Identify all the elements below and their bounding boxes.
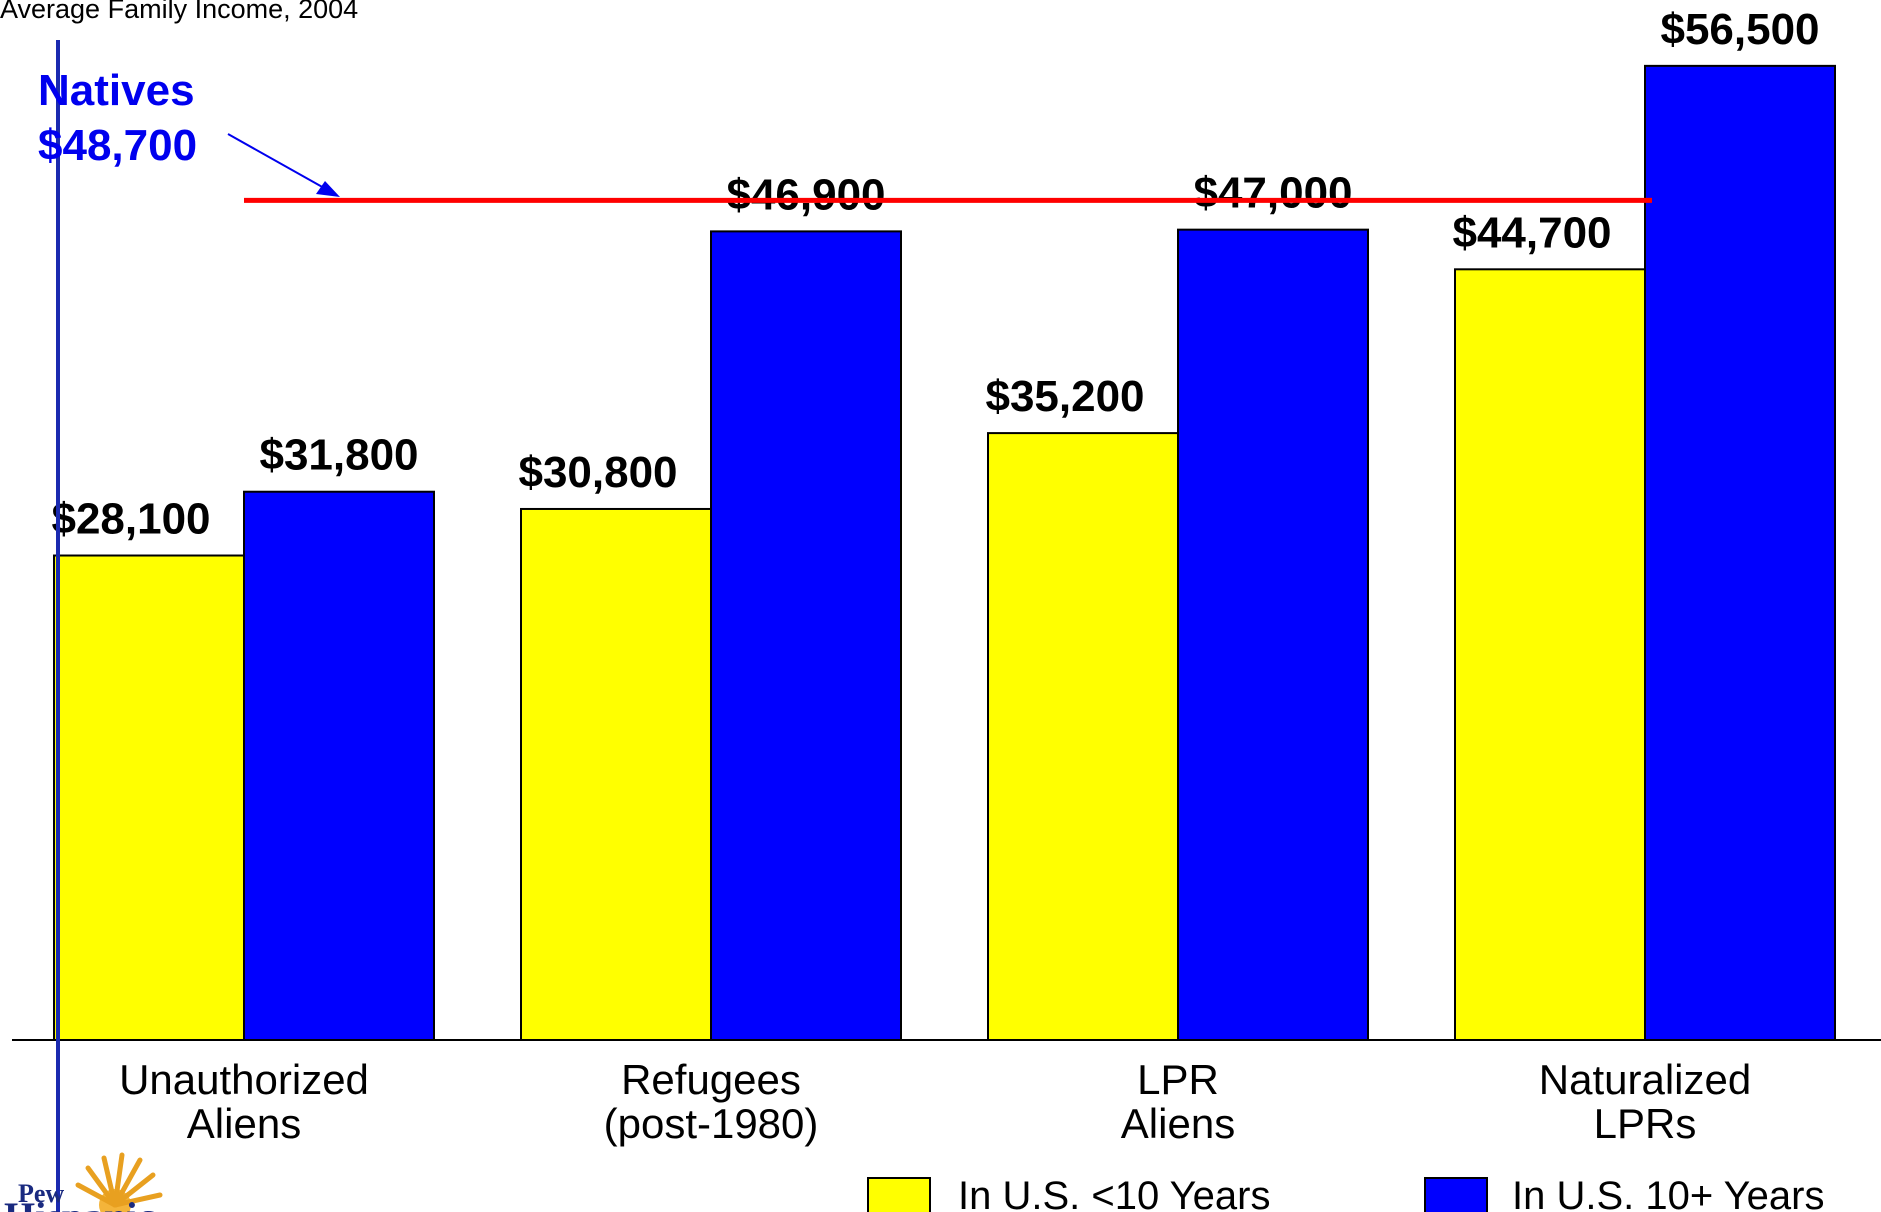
category-label-1-line-1: (post-1980) <box>604 1100 819 1147</box>
legend-label-under-10: In U.S. <10 Years <box>958 1174 1270 1212</box>
natives-arrow-head <box>316 181 340 197</box>
bar-2-series-1 <box>1177 228 1369 1042</box>
value-label-1-series-0: $30,800 <box>518 448 677 497</box>
legend: In U.S. <10 Years In U.S. 10+ Years <box>867 1174 1824 1212</box>
natives-label: Natives <box>38 66 195 115</box>
category-label-3-line-0: Naturalized <box>1539 1056 1751 1103</box>
category-label-0-line-0: Unauthorized <box>119 1056 369 1103</box>
category-labels: UnauthorizedAliensRefugees(post-1980)LPR… <box>119 1056 1751 1147</box>
value-label-1-series-1: $46,900 <box>726 170 885 219</box>
category-label-3-line-1: LPRs <box>1594 1100 1697 1147</box>
category-label-2-line-1: Aliens <box>1121 1100 1235 1147</box>
legend-label-10-plus: In U.S. 10+ Years <box>1512 1174 1824 1212</box>
sunburst-logo-icon <box>75 1152 163 1212</box>
legend-swatch-10-plus <box>1424 1177 1488 1212</box>
category-label-1-line-0: Refugees <box>621 1056 801 1103</box>
category-label-2-line-0: LPR <box>1137 1056 1219 1103</box>
legend-swatch-under-10 <box>867 1177 931 1212</box>
logo-text-top: Pew <box>18 1179 64 1208</box>
value-labels-layer: $28,100 $31,800 $30,800 $46,900 $35,200 $47,0… <box>51 5 1819 544</box>
logo-text-bottom: Hispanic <box>4 1194 155 1212</box>
bar-0-series-1 <box>243 490 435 1042</box>
value-label-3-series-0: $44,700 <box>1452 208 1611 257</box>
pew-hispanic-logo: Pew Hispanic <box>4 1152 163 1212</box>
value-label-0-series-0: $28,100 <box>51 495 210 544</box>
bar-1-series-1 <box>710 230 902 1041</box>
natives-arrow-shaft <box>227 133 334 194</box>
bars-layer <box>53 64 1836 1042</box>
value-label-2-series-1: $47,000 <box>1193 169 1352 218</box>
value-label-3-series-1: $56,500 <box>1660 5 1819 54</box>
bar-2-series-0 <box>987 432 1179 1041</box>
bar-3-series-1 <box>1644 64 1836 1042</box>
bar-1-series-0 <box>520 507 712 1041</box>
category-label-0-line-1: Aliens <box>187 1100 301 1147</box>
value-label-0-series-1: $31,800 <box>259 431 418 480</box>
bar-3-series-0 <box>1454 268 1646 1041</box>
chart-subtitle: Average Family Income, 2004 <box>0 0 358 24</box>
value-label-2-series-0: $35,200 <box>985 372 1144 421</box>
bar-0-series-0 <box>53 554 245 1041</box>
natives-reference: Natives $48,700 <box>38 66 1652 203</box>
natives-value-label: $48,700 <box>38 121 197 170</box>
